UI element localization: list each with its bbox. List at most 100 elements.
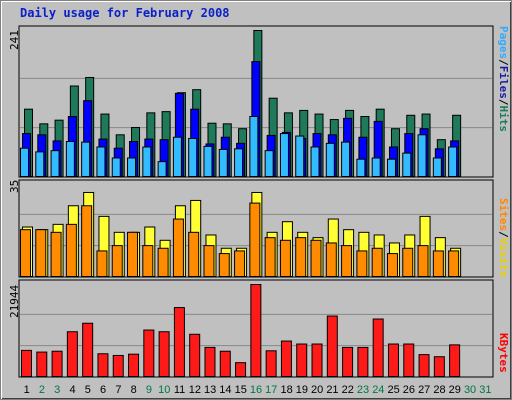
- bar-pages-day-17: [264, 150, 274, 177]
- bar-kbytes-day-1: [21, 349, 32, 377]
- day-label-16: 16: [250, 384, 262, 396]
- day-label-18: 18: [280, 384, 292, 396]
- bar-sites-day-24: [371, 247, 383, 277]
- day-label-27: 27: [418, 384, 430, 396]
- day-label-30: 30: [464, 384, 476, 396]
- bar-sites-day-21: [325, 242, 337, 277]
- day-label-14: 14: [219, 384, 231, 396]
- bar-kbytes-day-21: [326, 315, 338, 378]
- bar-sites-day-2: [35, 229, 47, 278]
- bar-pages-day-29: [448, 146, 458, 177]
- bar-sites-day-26: [402, 247, 414, 277]
- day-label-9: 9: [146, 384, 152, 396]
- bar-sites-day-4: [65, 223, 77, 278]
- day-label-15: 15: [235, 384, 247, 396]
- day-label-25: 25: [387, 384, 399, 396]
- day-label-26: 26: [403, 384, 415, 396]
- day-label-12: 12: [189, 384, 201, 396]
- mid-max-label: 35: [8, 179, 21, 193]
- bar-sites-day-17: [264, 237, 276, 277]
- bar-pages-day-1: [20, 147, 29, 177]
- bar-sites-day-19: [295, 237, 307, 277]
- bar-sites-day-6: [96, 250, 108, 278]
- bar-sites-day-18: [279, 239, 291, 278]
- bar-pages-day-2: [35, 151, 45, 178]
- chart-title: Daily usage for February 2008: [20, 6, 230, 20]
- bar-kbytes-day-10: [158, 331, 170, 377]
- bar-kbytes-day-14: [219, 350, 231, 378]
- legend-sites: Sites: [497, 198, 510, 232]
- day-label-11: 11: [174, 384, 185, 396]
- bar-kbytes-day-20: [311, 343, 323, 377]
- bar-pages-day-18: [279, 133, 289, 178]
- bar-pages-day-13: [203, 145, 213, 178]
- day-label-13: 13: [204, 384, 216, 396]
- bar-pages-day-15: [234, 148, 244, 178]
- bar-kbytes-day-23: [357, 346, 369, 377]
- day-label-20: 20: [311, 384, 323, 396]
- bar-pages-day-23: [356, 158, 366, 178]
- bar-pages-day-20: [310, 146, 320, 177]
- bar-kbytes-day-5: [82, 322, 94, 378]
- bar-sites-day-15: [234, 250, 246, 278]
- bar-sites-day-29: [448, 250, 460, 278]
- day-label-28: 28: [433, 384, 445, 396]
- bar-pages-day-8: [127, 157, 137, 177]
- day-label-21: 21: [326, 384, 338, 396]
- bar-kbytes-day-22: [342, 346, 354, 377]
- day-label-17: 17: [265, 384, 277, 396]
- day-label-2: 2: [39, 384, 45, 396]
- bar-kbytes-day-16: [250, 284, 262, 377]
- bar-sites-day-8: [127, 231, 139, 277]
- bar-pages-day-14: [218, 148, 228, 178]
- day-label-24: 24: [372, 384, 384, 396]
- legend-pages: Pages: [497, 26, 510, 60]
- day-label-7: 7: [115, 384, 121, 396]
- bar-sites-day-12: [188, 231, 200, 277]
- bar-pages-day-28: [432, 157, 442, 177]
- bar-sites-day-7: [111, 245, 123, 278]
- bar-pages-day-27: [417, 134, 427, 177]
- mid-legend: Sites/Visits: [497, 198, 510, 278]
- bar-pages-day-24: [371, 157, 381, 177]
- bar-kbytes-day-19: [296, 343, 308, 377]
- bar-sites-day-5: [81, 205, 93, 277]
- bar-kbytes-day-9: [143, 329, 155, 377]
- day-label-4: 4: [69, 384, 75, 396]
- bar-kbytes-day-25: [387, 343, 399, 377]
- bar-sites-day-10: [157, 247, 169, 277]
- bar-kbytes-day-15: [235, 362, 247, 377]
- bar-kbytes-day-7: [112, 354, 124, 378]
- bar-kbytes-day-18: [280, 340, 292, 377]
- bar-sites-day-14: [218, 253, 230, 277]
- bar-kbytes-day-4: [66, 331, 78, 377]
- day-label-8: 8: [131, 384, 137, 396]
- bar-pages-day-11: [172, 136, 182, 177]
- bar-sites-day-16: [249, 202, 261, 278]
- day-label-29: 29: [449, 384, 461, 396]
- top-legend: Pages/Files/Hits: [497, 26, 510, 132]
- bar-pages-day-7: [111, 157, 121, 177]
- day-label-1: 1: [24, 384, 30, 396]
- legend-kbytes: KBytes: [497, 333, 510, 373]
- bar-pages-day-12: [188, 137, 198, 178]
- bar-sites-day-25: [386, 253, 398, 277]
- day-label-3: 3: [54, 384, 60, 396]
- bar-kbytes-day-28: [433, 356, 445, 377]
- bar-sites-day-13: [203, 245, 215, 278]
- bar-sites-day-27: [417, 245, 429, 278]
- bar-pages-day-10: [157, 161, 167, 178]
- bot-legend: KBytes: [497, 333, 510, 373]
- bar-kbytes-day-29: [449, 344, 461, 378]
- bar-sites-day-1: [20, 229, 31, 278]
- bar-pages-day-21: [325, 142, 335, 178]
- bar-kbytes-day-17: [265, 350, 277, 378]
- bar-pages-day-5: [81, 141, 91, 177]
- bar-pages-day-22: [341, 141, 351, 177]
- day-label-10: 10: [158, 384, 170, 396]
- bar-kbytes-day-6: [97, 353, 109, 378]
- legend-visits: Visits: [497, 237, 510, 278]
- bar-pages-day-6: [96, 146, 106, 177]
- bar-kbytes-day-11: [173, 307, 185, 377]
